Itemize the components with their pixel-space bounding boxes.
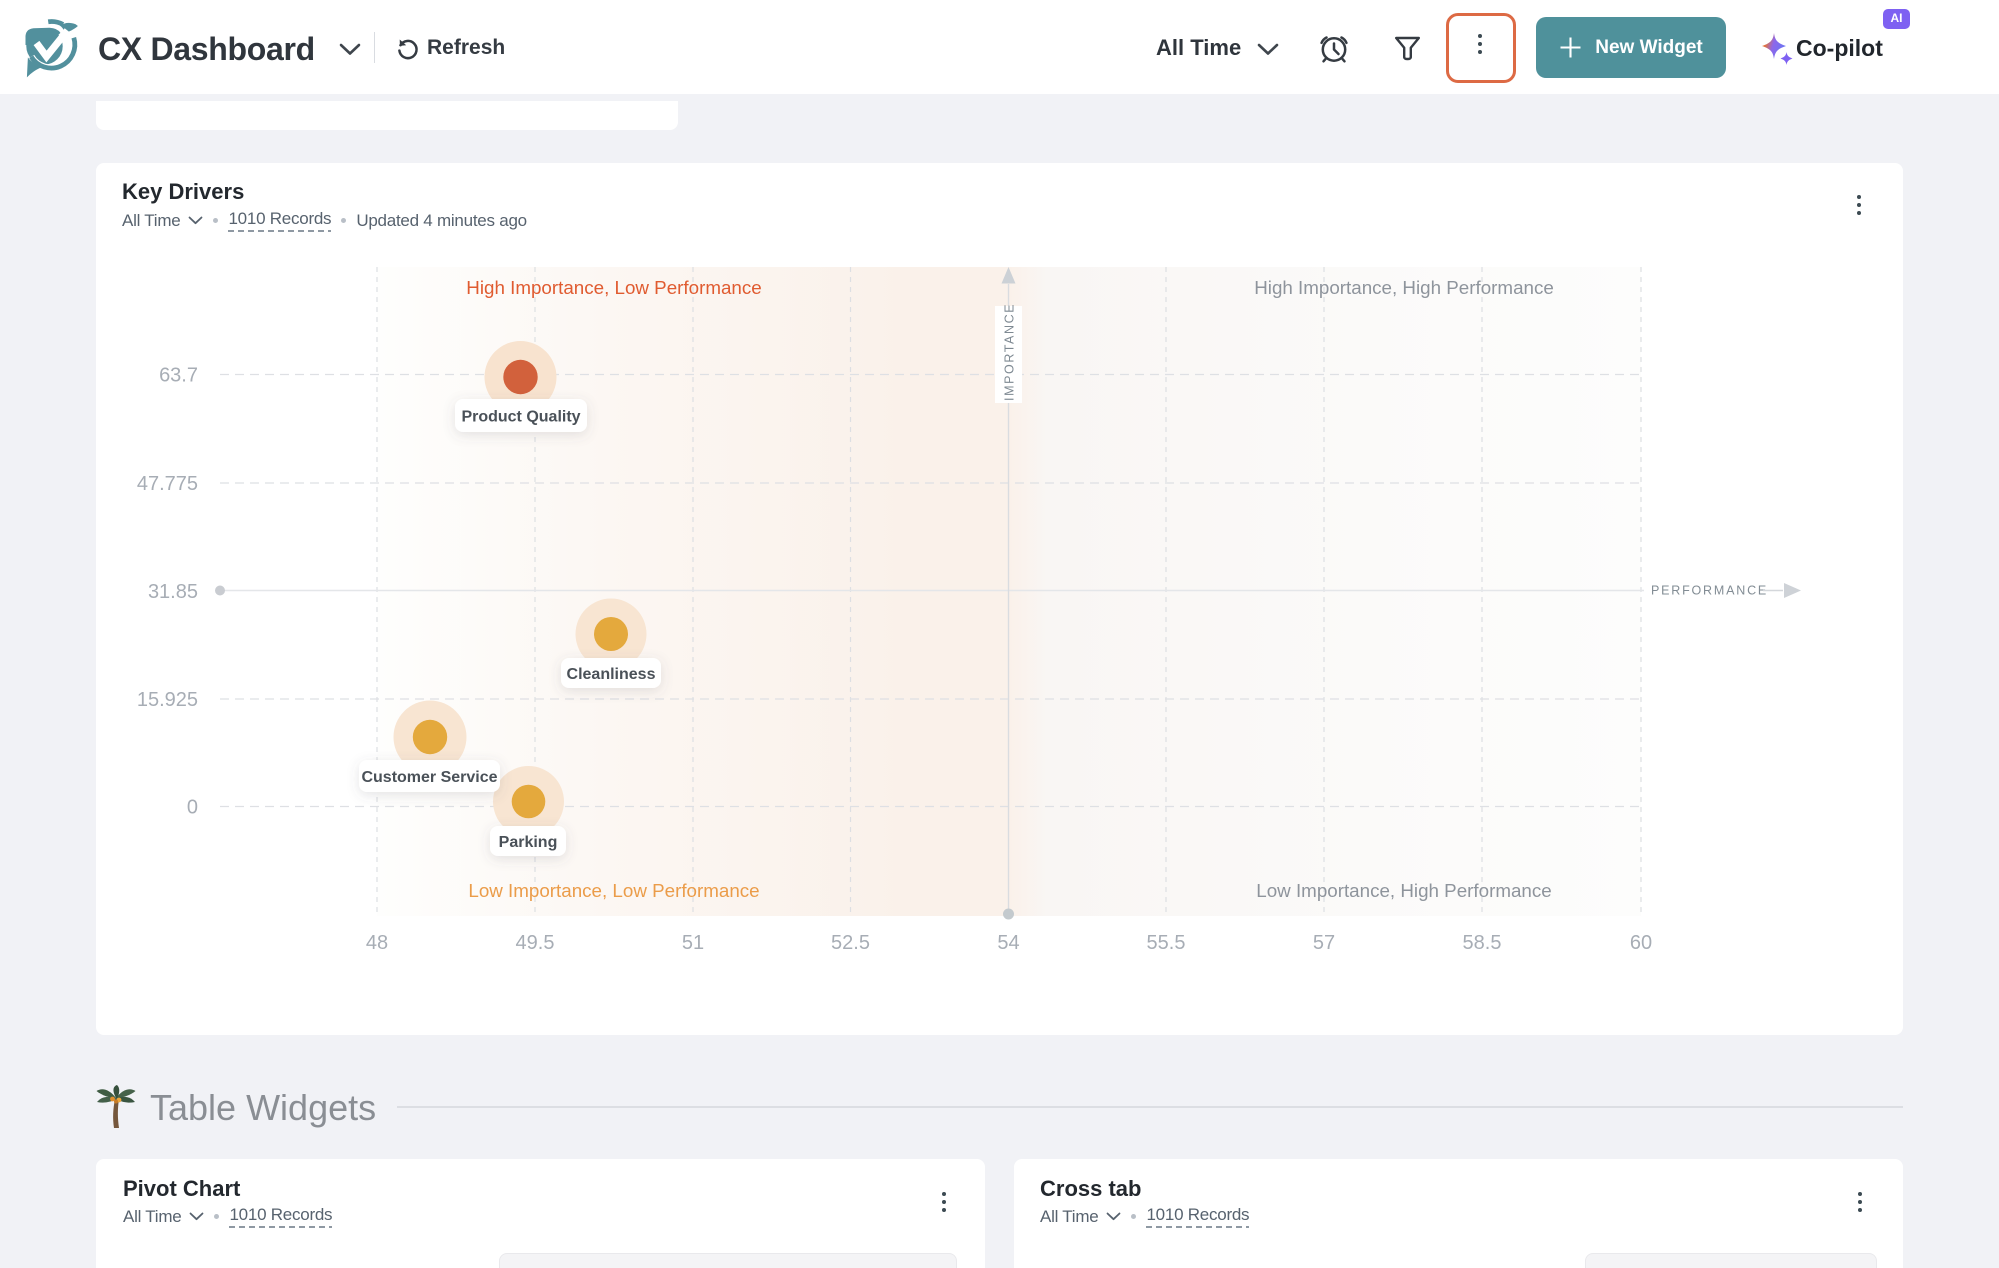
svg-text:57: 57 bbox=[1313, 932, 1335, 954]
svg-text:49.5: 49.5 bbox=[516, 932, 555, 954]
svg-text:55.5: 55.5 bbox=[1147, 932, 1186, 954]
svg-text:52.5: 52.5 bbox=[831, 932, 870, 954]
svg-text:48: 48 bbox=[366, 932, 388, 954]
svg-text:PERFORMANCE: PERFORMANCE bbox=[1651, 584, 1768, 598]
svg-text:High Importance, High Performa: High Importance, High Performance bbox=[1254, 277, 1554, 298]
svg-text:High Importance, Low Performan: High Importance, Low Performance bbox=[466, 277, 761, 298]
svg-text:15.925: 15.925 bbox=[137, 689, 198, 711]
svg-text:Low Importance, High Performan: Low Importance, High Performance bbox=[1256, 880, 1551, 901]
svg-text:47.775: 47.775 bbox=[137, 473, 198, 495]
svg-text:IMPORTANCE: IMPORTANCE bbox=[1003, 303, 1017, 401]
svg-text:54: 54 bbox=[997, 932, 1019, 954]
svg-text:51: 51 bbox=[682, 932, 704, 954]
svg-text:31.85: 31.85 bbox=[148, 581, 198, 603]
svg-text:0: 0 bbox=[187, 797, 198, 819]
svg-text:Low Importance, Low Performanc: Low Importance, Low Performance bbox=[468, 880, 759, 901]
svg-text:Product Quality: Product Quality bbox=[461, 409, 580, 426]
svg-text:Parking: Parking bbox=[499, 834, 558, 851]
svg-text:58.5: 58.5 bbox=[1463, 932, 1502, 954]
svg-text:60: 60 bbox=[1630, 932, 1652, 954]
svg-text:63.7: 63.7 bbox=[159, 365, 198, 387]
svg-text:Cleanliness: Cleanliness bbox=[567, 666, 656, 683]
svg-text:Customer Service: Customer Service bbox=[361, 769, 497, 786]
